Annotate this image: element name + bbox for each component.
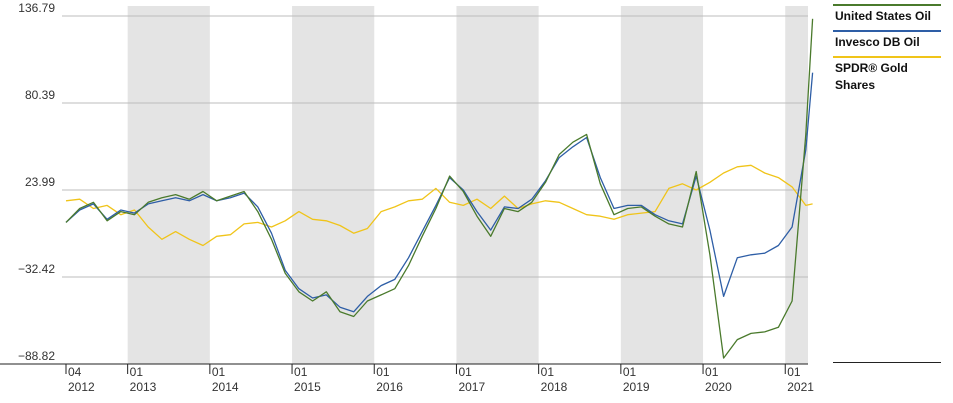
x-tick-year: 2017 xyxy=(458,380,485,394)
x-tick-month: 01 xyxy=(787,365,801,379)
gridlines xyxy=(0,15,808,365)
y-tick-label: 80.39 xyxy=(25,88,55,102)
x-tick-month: 01 xyxy=(212,365,226,379)
shaded-band-2013 xyxy=(127,6,210,364)
legend-item-united-states-oil[interactable]: United States Oil xyxy=(833,4,941,31)
x-tick-year: 2013 xyxy=(130,380,157,394)
x-tick-month: 01 xyxy=(458,365,472,379)
y-tick-label: 136.79 xyxy=(18,1,55,15)
legend-item-invesco-db-oil[interactable]: Invesco DB Oil xyxy=(833,30,941,57)
legend-swatch-united-states-oil xyxy=(833,4,941,6)
legend-swatch-invesco-db-oil xyxy=(833,30,941,32)
x-tick-month: 01 xyxy=(623,365,637,379)
x-tick-year: 2021 xyxy=(787,380,814,394)
x-axis-ticks: 0420120120130120140120150120160120170120… xyxy=(65,364,814,394)
series-lines xyxy=(65,18,814,359)
x-tick-year: 2016 xyxy=(376,380,403,394)
shaded-year-bands xyxy=(127,6,808,364)
x-tick-year: 2020 xyxy=(705,380,732,394)
legend-item-spdr-gold-shares[interactable]: SPDR® Gold Shares xyxy=(833,56,941,100)
y-tick-label: 23.99 xyxy=(25,175,55,189)
series-line-spdr-gold-shares xyxy=(65,164,813,247)
x-tick-year: 2018 xyxy=(541,380,568,394)
x-tick-month: 01 xyxy=(294,365,308,379)
x-tick-year: 2015 xyxy=(294,380,321,394)
y-tick-label: −32.42 xyxy=(18,262,55,276)
legend: United States Oil Invesco DB Oil SPDR® G… xyxy=(833,4,941,100)
y-tick-label: −88.82 xyxy=(18,349,55,363)
x-tick-year: 2014 xyxy=(212,380,239,394)
shaded-band-2019 xyxy=(620,6,704,364)
shaded-band-2015 xyxy=(292,6,375,364)
x-tick-month: 01 xyxy=(541,365,555,379)
x-tick-month: 04 xyxy=(68,365,82,379)
x-tick-year: 2019 xyxy=(623,380,650,394)
x-tick-month: 01 xyxy=(130,365,144,379)
x-tick-year: 2012 xyxy=(68,380,95,394)
shaded-band-2017 xyxy=(456,6,539,364)
legend-swatch-spdr-gold-shares xyxy=(833,56,941,58)
legend-label: SPDR® Gold Shares xyxy=(835,61,908,92)
legend-divider xyxy=(833,362,941,363)
legend-label: United States Oil xyxy=(835,9,932,23)
x-tick-month: 01 xyxy=(705,365,719,379)
shaded-band-2021 xyxy=(785,6,808,364)
series-line-united-states-oil xyxy=(65,18,814,359)
x-tick-month: 01 xyxy=(376,365,390,379)
legend-label: Invesco DB Oil xyxy=(835,35,920,49)
y-axis-ticks: 136.79 80.39 23.99 −32.42 −88.82 xyxy=(18,1,55,363)
